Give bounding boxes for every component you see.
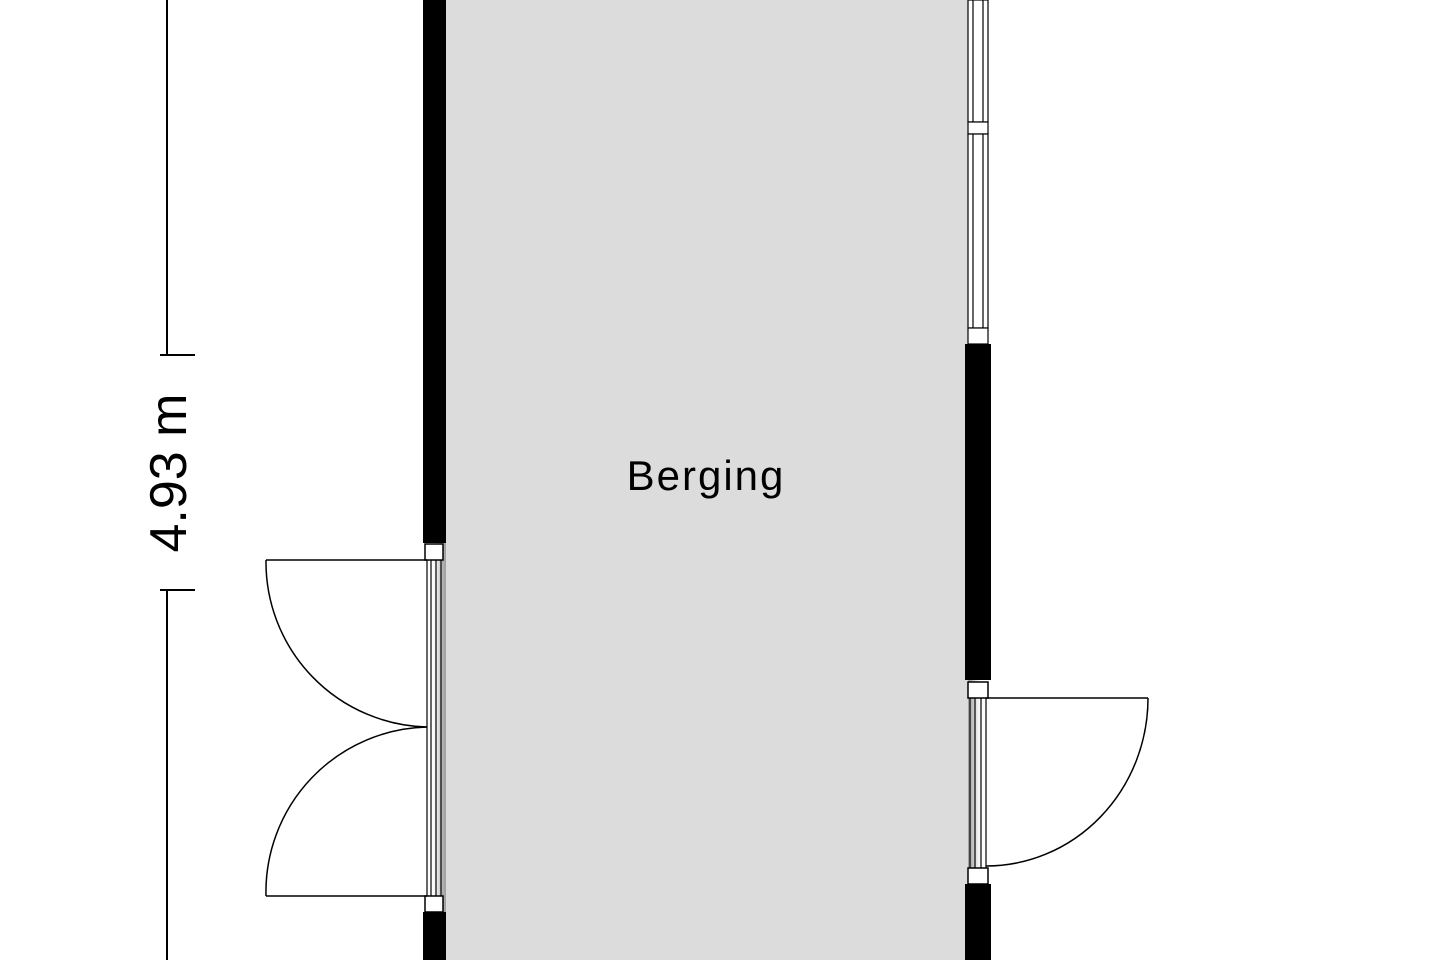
left-double-door xyxy=(265,559,428,897)
window-pane-upper xyxy=(967,0,989,123)
room-berging xyxy=(440,0,974,965)
left-door-frame xyxy=(426,560,442,896)
left-door-swing-top xyxy=(265,559,428,728)
right-door-frame xyxy=(969,698,987,868)
room-floor xyxy=(446,0,968,965)
right-door-jamb-bottom xyxy=(967,867,989,885)
left-door-swing-bottom xyxy=(265,726,428,897)
window-mullion xyxy=(967,121,989,135)
window-jamb xyxy=(967,327,989,345)
right-wall-segment-lower xyxy=(965,884,991,960)
room-label: Berging xyxy=(627,452,786,499)
right-wall-segment-middle xyxy=(965,344,991,680)
dimension-line: 4.93 m xyxy=(140,0,198,960)
right-window-frame xyxy=(967,0,989,345)
right-door xyxy=(985,697,1149,867)
left-wall-segment-lower xyxy=(423,912,446,960)
left-door-jamb-top xyxy=(424,543,444,561)
left-wall-segment-upper xyxy=(423,0,446,543)
dimension-label: 4.93 m xyxy=(140,394,198,553)
window-pane-lower xyxy=(967,133,989,329)
left-wall xyxy=(423,0,446,960)
right-wall xyxy=(965,0,991,960)
right-door-jamb-top xyxy=(967,681,989,699)
left-door-jamb-bottom xyxy=(424,895,444,913)
right-door-swing xyxy=(985,697,1149,867)
